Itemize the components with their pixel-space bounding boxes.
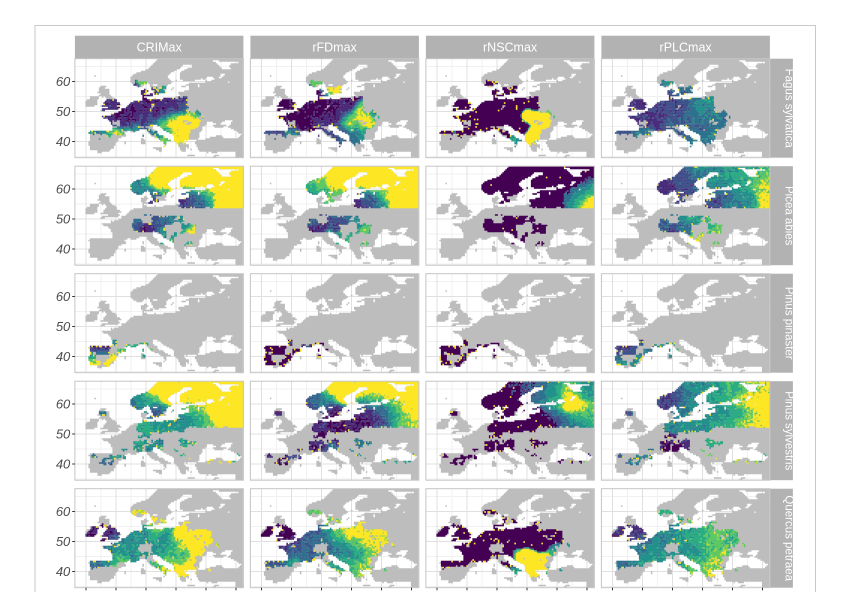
svg-text:rNSCmax: rNSCmax: [483, 40, 538, 54]
svg-text:50: 50: [56, 426, 71, 441]
svg-text:40: 40: [56, 349, 71, 364]
svg-text:60: 60: [56, 181, 71, 196]
svg-text:Pinus sylvestris: Pinus sylvestris: [783, 391, 795, 470]
svg-text:60: 60: [56, 74, 71, 89]
svg-text:60: 60: [56, 289, 71, 304]
svg-text:50: 50: [56, 104, 71, 119]
svg-text:CRIMax: CRIMax: [137, 40, 183, 54]
svg-text:60: 60: [56, 396, 71, 411]
svg-text:40: 40: [56, 564, 71, 579]
svg-text:Fagus sylvatica: Fagus sylvatica: [783, 69, 795, 149]
svg-text:rFDmax: rFDmax: [312, 40, 357, 54]
svg-text:Quercus petraea: Quercus petraea: [783, 495, 795, 581]
svg-text:Pinus pinaster: Pinus pinaster: [783, 287, 795, 360]
svg-text:50: 50: [56, 319, 71, 334]
svg-text:Picea abies: Picea abies: [783, 186, 795, 246]
svg-text:60: 60: [56, 504, 71, 519]
svg-text:40: 40: [56, 456, 71, 471]
svg-text:40: 40: [56, 134, 71, 149]
svg-text:50: 50: [56, 211, 71, 226]
svg-text:50: 50: [56, 534, 71, 549]
svg-text:rPLCmax: rPLCmax: [660, 40, 713, 54]
svg-text:40: 40: [56, 241, 71, 256]
